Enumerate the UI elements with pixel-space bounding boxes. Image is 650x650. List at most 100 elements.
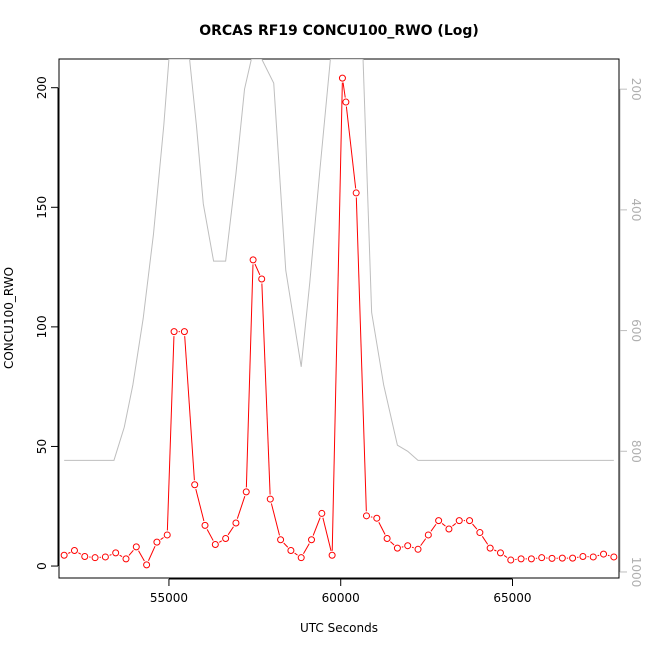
data-point xyxy=(414,545,422,553)
data-point xyxy=(297,554,305,562)
data-point xyxy=(266,495,274,503)
data-point xyxy=(352,189,360,197)
series-segment xyxy=(430,523,437,532)
x-tick-label: 65000 xyxy=(493,591,531,605)
series-segment xyxy=(411,546,414,549)
data-point xyxy=(242,488,250,496)
data-point xyxy=(445,525,453,533)
data-point xyxy=(455,517,463,525)
data-point xyxy=(579,552,587,560)
data-point xyxy=(338,74,346,82)
series-segment xyxy=(166,336,175,531)
data-point xyxy=(486,544,494,552)
series-segment xyxy=(68,551,71,554)
series-segment xyxy=(331,82,343,551)
data-point xyxy=(610,553,618,561)
series-segment xyxy=(481,536,489,545)
y-tick-label: 50 xyxy=(35,439,49,454)
series-segment xyxy=(472,523,478,530)
data-point xyxy=(70,546,78,554)
x-tick-label: 55000 xyxy=(150,591,188,605)
series-segment xyxy=(378,521,386,535)
data-point xyxy=(258,275,266,283)
series-segment xyxy=(78,552,82,555)
data-point xyxy=(191,481,199,489)
data-point xyxy=(180,328,188,336)
data-point xyxy=(373,514,381,522)
series-segment xyxy=(227,526,234,536)
data-point xyxy=(589,553,597,561)
data-point xyxy=(424,531,432,539)
data-point xyxy=(435,517,443,525)
series-segment xyxy=(441,523,446,527)
data-point xyxy=(507,556,515,564)
data-point xyxy=(91,554,99,562)
data-point xyxy=(342,98,350,106)
data-point xyxy=(287,546,295,554)
data-point xyxy=(232,519,240,527)
data-point xyxy=(132,543,140,551)
y2-tick-label: 1000 xyxy=(629,557,643,588)
data-point xyxy=(112,549,120,557)
data-point xyxy=(496,549,504,557)
series-segment xyxy=(390,541,395,546)
y2-tick-label: 600 xyxy=(629,319,643,342)
data-point xyxy=(163,531,171,539)
data-point xyxy=(153,538,161,546)
series-segment xyxy=(148,546,156,561)
data-point xyxy=(558,554,566,562)
data-point xyxy=(101,553,109,561)
series-line xyxy=(64,59,614,461)
series-segment xyxy=(254,263,261,276)
data-point xyxy=(600,550,608,558)
red-series xyxy=(60,74,618,569)
series-segment xyxy=(245,264,254,488)
data-point xyxy=(143,561,151,569)
data-point xyxy=(318,509,326,517)
series-segment xyxy=(236,496,246,519)
data-point xyxy=(476,529,484,537)
data-point xyxy=(122,555,130,563)
data-point xyxy=(527,555,535,563)
data-point xyxy=(60,551,68,559)
series-segment xyxy=(261,283,271,495)
series-segment xyxy=(303,543,310,555)
axes: 55000 60000 65000 0 50 100 150 200 200 400 600 800 1… xyxy=(35,76,643,605)
y-tick-label: 0 xyxy=(35,562,49,570)
data-point xyxy=(308,536,316,544)
x-tick-label: 60000 xyxy=(322,591,360,605)
data-point xyxy=(249,256,257,264)
series-segment xyxy=(218,540,222,543)
data-point xyxy=(548,554,556,562)
series-segment xyxy=(109,554,112,556)
series-segment xyxy=(294,552,298,556)
y-tick-label: 200 xyxy=(35,76,49,99)
y2-tick-label: 400 xyxy=(629,198,643,221)
y-tick-label: 100 xyxy=(35,315,49,338)
data-point xyxy=(466,517,474,525)
data-point xyxy=(404,542,412,550)
data-point xyxy=(277,536,285,544)
y2-tick-label: 200 xyxy=(629,78,643,101)
data-point xyxy=(328,551,336,559)
data-point xyxy=(211,541,219,549)
data-point xyxy=(538,554,546,562)
chart-title: ORCAS RF19 CONCU100_RWO (Log) xyxy=(199,23,479,39)
series-segment xyxy=(138,550,145,562)
series-segment xyxy=(184,336,195,481)
data-point xyxy=(222,535,230,543)
series-segment xyxy=(355,197,367,512)
series-segment xyxy=(283,542,289,548)
series-segment xyxy=(312,517,321,536)
x-axis-label: UTC Seconds xyxy=(300,621,378,635)
series-segment xyxy=(503,555,508,558)
series-segment xyxy=(206,529,214,541)
y2-tick-label: 800 xyxy=(629,440,643,463)
data-point xyxy=(393,544,401,552)
data-point xyxy=(81,552,89,560)
data-point xyxy=(569,554,577,562)
data-point xyxy=(170,328,178,336)
series-segment xyxy=(270,503,280,536)
series-segment xyxy=(345,106,357,189)
data-point xyxy=(201,521,209,529)
